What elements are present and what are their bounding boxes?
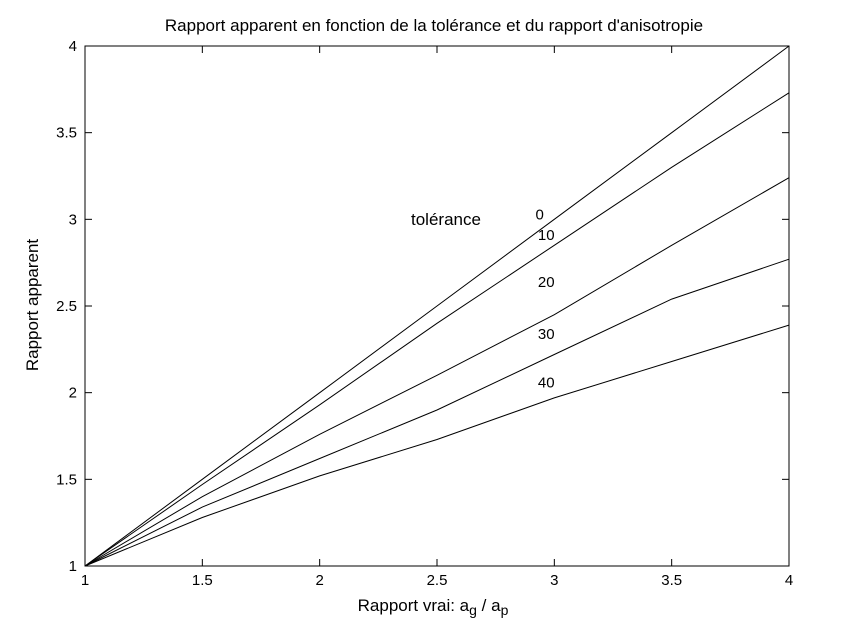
y-tick-label: 1 — [69, 558, 77, 575]
y-tick-label: 3 — [69, 211, 77, 228]
y-tick-label: 2.5 — [56, 298, 77, 315]
series-labels: 0 10 20 30 40 — [536, 206, 555, 391]
x-tick-label: 2 — [315, 572, 323, 589]
axis-ticks — [84, 45, 790, 567]
x-axis-label: Rapport vrai: ag / ap — [358, 596, 509, 618]
y-tick-label: 4 — [69, 38, 77, 55]
legend-title: tolérance — [411, 210, 481, 229]
x-tick-label: 2.5 — [427, 572, 448, 589]
series-label-10: 10 — [538, 227, 555, 244]
series-label-20: 20 — [538, 274, 555, 291]
x-tick-label: 3.5 — [661, 572, 682, 589]
x-tick-label: 4 — [785, 572, 793, 589]
x-axis-label-mid: / a — [477, 596, 501, 615]
chart-title: Rapport apparent en fonction de la tolér… — [165, 16, 703, 35]
series-line-40 — [84, 324, 790, 567]
y-tick-label: 2 — [69, 385, 77, 402]
series-label-30: 30 — [538, 326, 555, 343]
series-label-0: 0 — [536, 206, 544, 223]
x-axis-label-main: Rapport vrai: a — [358, 596, 470, 615]
x-axis-label-sub-g: g — [469, 602, 477, 618]
series-line-10 — [84, 92, 790, 567]
x-tick-label: 3 — [550, 572, 558, 589]
y-tick-label: 1.5 — [56, 471, 77, 488]
x-tick-label: 1 — [81, 572, 89, 589]
y-tick-label: 3.5 — [56, 125, 77, 142]
series-label-40: 40 — [538, 374, 555, 391]
series-line-30 — [84, 258, 790, 567]
series-line-0 — [84, 45, 790, 567]
series-line-20 — [84, 177, 790, 567]
x-tick-label: 1.5 — [192, 572, 213, 589]
x-axis-label-sub-p: p — [501, 602, 509, 618]
x-tick-labels: 1 1.5 2 2.5 3 3.5 4 — [81, 572, 793, 589]
y-tick-labels: 1 1.5 2 2.5 3 3.5 4 — [56, 38, 77, 575]
y-axis-label: Rapport apparent — [23, 239, 42, 372]
series-lines — [84, 45, 790, 567]
